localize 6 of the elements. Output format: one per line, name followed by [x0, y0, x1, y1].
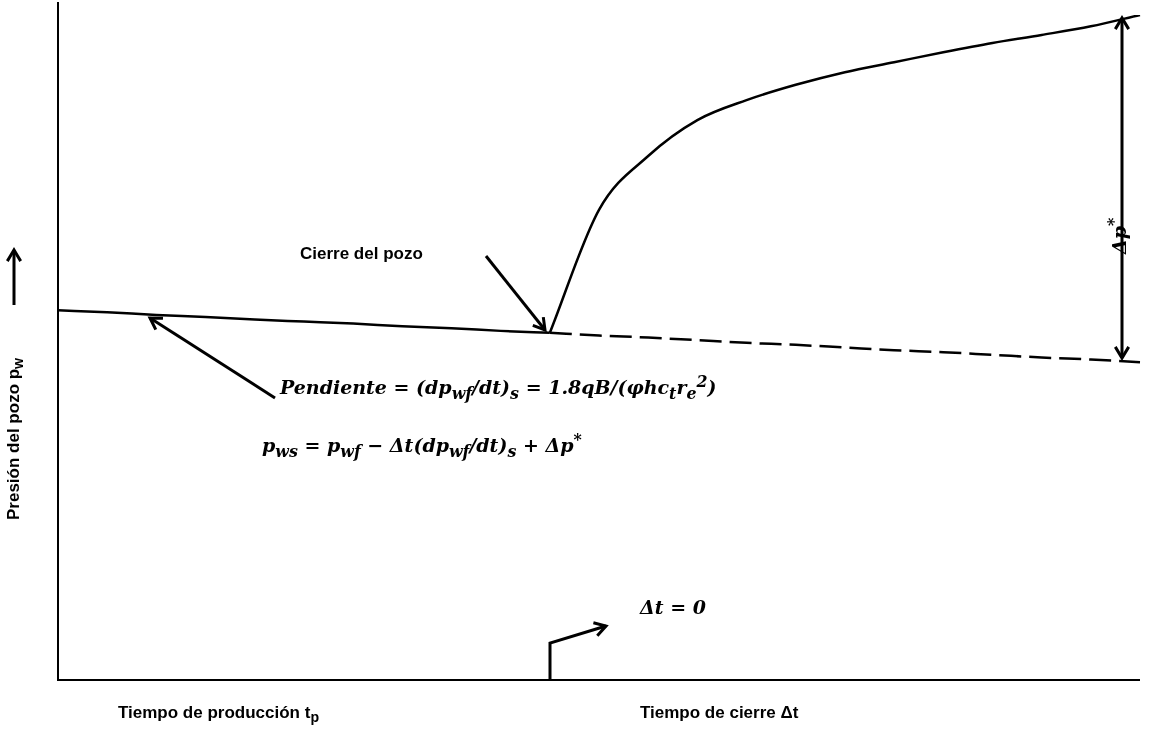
text: p$_{ws}$ = p$_{wf}$ − Δt(dp$_{wf}$/dt)$_{s}$ + Δp$^{*}$	[262, 430, 582, 462]
text: Pendiente = (dp$_{wf}$/dt)$_{s}$ = 1.8qB/(φhc$_{t}$r$_{e}$$^{2}$)	[280, 372, 717, 404]
annotation: Δt = 0	[640, 596, 706, 618]
text: Tiempo de cierre Δt	[640, 703, 799, 723]
annotation: Cierre del pozo	[300, 244, 423, 264]
x-axis-title: Tiempo de producción t$_{p}$	[118, 703, 320, 726]
